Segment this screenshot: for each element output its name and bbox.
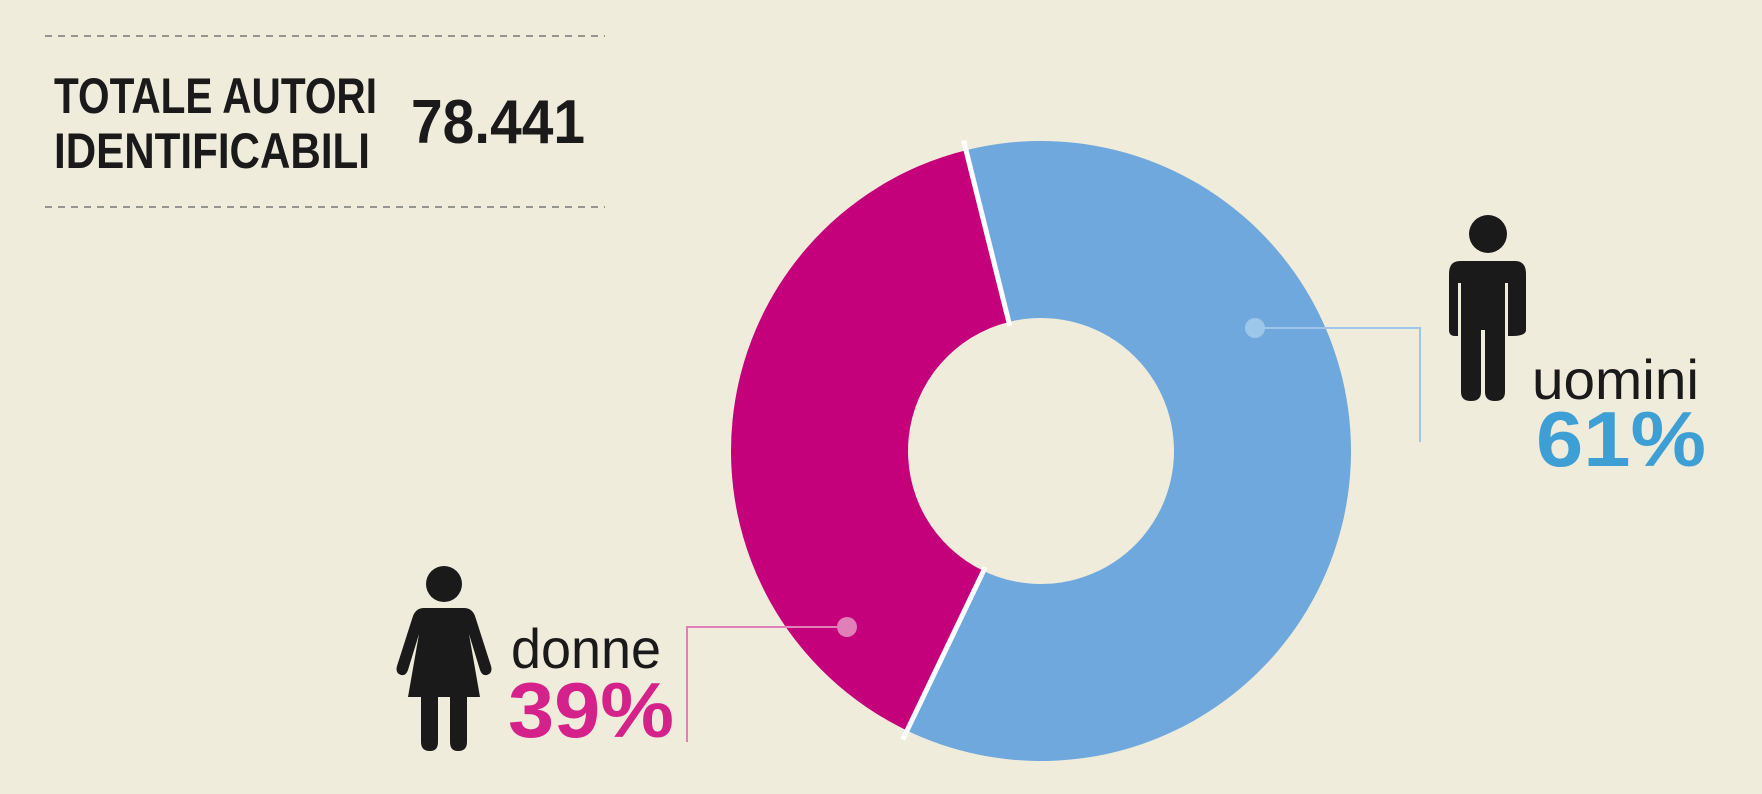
slice-separator [961,139,1013,327]
man-icon [1449,215,1526,401]
value-label: 61% [1536,395,1706,483]
leader-line [686,626,847,742]
slice-separator [900,566,988,741]
woman-icon [396,566,492,751]
title-line: IDENTIFICABILI [54,123,370,179]
title-line: TOTALE AUTORI [54,68,377,124]
leader-dot [1245,318,1265,338]
legend-label: donne [511,617,661,680]
total: 78.441 [411,88,585,157]
slice [731,150,1009,731]
leader-dot [837,617,857,637]
slice [907,141,1351,761]
legend-label: uomini [1532,348,1699,411]
leader-line [1255,327,1421,442]
value-label: 39% [508,666,674,754]
